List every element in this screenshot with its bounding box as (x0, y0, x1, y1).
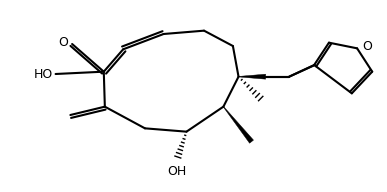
Text: OH: OH (167, 165, 186, 178)
Text: O: O (58, 36, 68, 49)
Polygon shape (223, 107, 253, 143)
Text: O: O (362, 40, 372, 53)
Text: HO: HO (33, 68, 53, 80)
Polygon shape (238, 74, 265, 79)
